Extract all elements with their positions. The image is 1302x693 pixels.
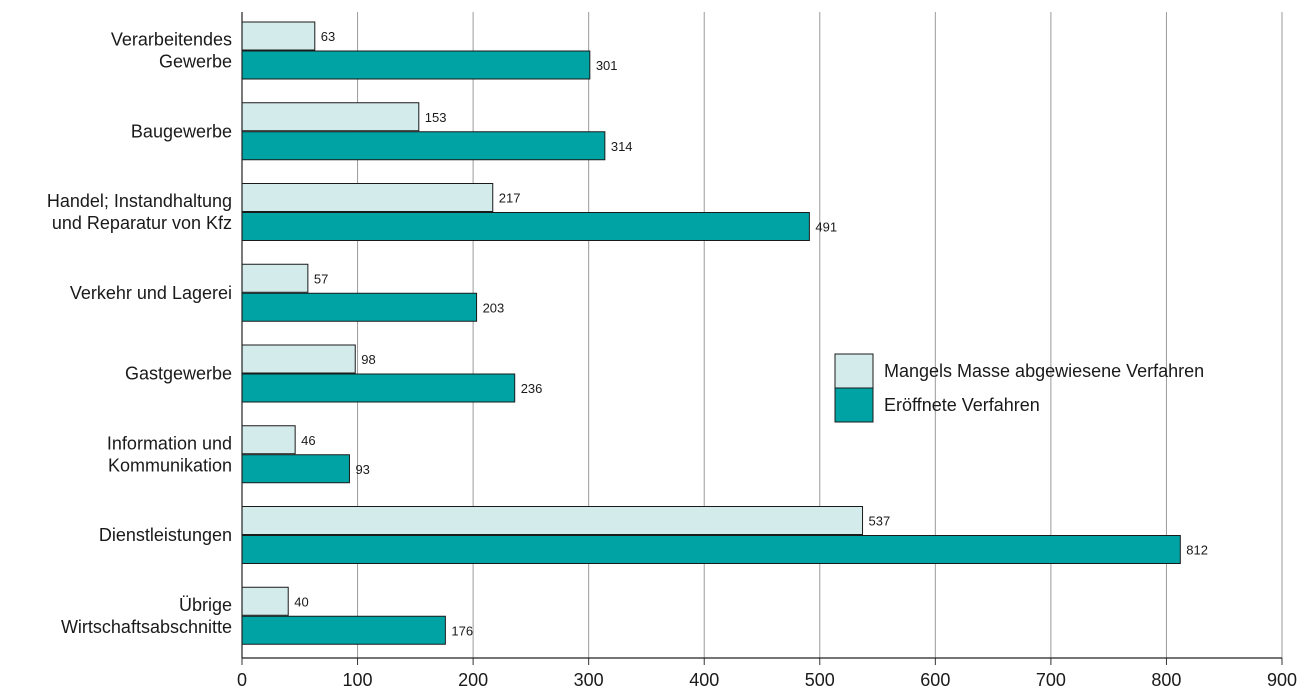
- category-label: Handel; Instandhaltung: [47, 191, 232, 211]
- data-label: 812: [1186, 543, 1208, 558]
- x-tick-label: 600: [920, 670, 950, 690]
- data-label: 46: [301, 433, 315, 448]
- category-label: Wirtschaftsabschnitte: [61, 617, 232, 637]
- data-label: 93: [355, 462, 369, 477]
- bar-eroeffnet: [241, 292, 478, 322]
- data-label: 203: [483, 300, 505, 315]
- category-label: Verarbeitendes: [111, 30, 232, 50]
- data-label: 236: [521, 381, 543, 396]
- category-label: Baugewerbe: [131, 121, 232, 141]
- bar-eroeffnet: [241, 50, 591, 80]
- data-label: 98: [361, 352, 375, 367]
- data-label: 217: [499, 191, 521, 206]
- bars: 63 301 153 314 217 491 57 203 98 236 46 93 537 812 40 1…: [241, 21, 1208, 645]
- gridlines: [357, 12, 1283, 658]
- x-tick-label: 200: [458, 670, 488, 690]
- data-label: 57: [314, 271, 328, 286]
- category-label: Dienstleistungen: [99, 525, 232, 545]
- legend-swatch: [834, 353, 874, 389]
- bar-abgewiesen: [241, 183, 494, 212]
- bar-eroeffnet: [241, 373, 516, 403]
- legend: Mangels Masse abgewiesene Verfahren Eröff…: [834, 353, 1204, 423]
- bar-abgewiesen: [241, 344, 356, 374]
- x-tick-label: 900: [1267, 670, 1297, 690]
- data-label: 537: [869, 514, 891, 529]
- data-label: 153: [425, 110, 447, 125]
- axes: [241, 12, 1283, 665]
- x-tick-labels: 0 100 200 300 400 500 600 700 800 900: [237, 670, 1297, 690]
- category-label: Information und: [107, 433, 232, 453]
- data-label: 491: [815, 220, 837, 235]
- category-label: Gastgewerbe: [125, 364, 232, 384]
- x-tick-label: 400: [689, 670, 719, 690]
- data-label: 63: [321, 29, 335, 44]
- x-tick-label: 700: [1036, 670, 1066, 690]
- data-label: 314: [611, 139, 633, 154]
- bar-eroeffnet: [241, 131, 606, 161]
- category-label: Verkehr und Lagerei: [70, 283, 232, 303]
- category-label: Übrige: [179, 595, 232, 615]
- x-tick-label: 500: [805, 670, 835, 690]
- category-label: und Reparatur von Kfz: [52, 213, 232, 233]
- bar-abgewiesen: [241, 425, 296, 455]
- bar-abgewiesen: [241, 263, 309, 293]
- data-label: 176: [451, 623, 473, 638]
- bar-eroeffnet: [241, 454, 350, 484]
- x-tick-label: 300: [574, 670, 604, 690]
- legend-swatch: [834, 387, 874, 423]
- x-tick-label: 0: [237, 670, 247, 690]
- data-label: 40: [294, 594, 308, 609]
- category-label: Kommunikation: [108, 455, 232, 475]
- bar-abgewiesen: [241, 506, 864, 535]
- legend-label: Eröffnete Verfahren: [884, 395, 1040, 415]
- data-label: 301: [596, 58, 618, 73]
- bar-eroeffnet: [241, 535, 1181, 564]
- category-label: Gewerbe: [159, 52, 232, 72]
- x-tick-label: 800: [1151, 670, 1181, 690]
- bar-abgewiesen: [241, 102, 420, 132]
- bar-eroeffnet: [241, 615, 446, 645]
- legend-label: Mangels Masse abgewiesene Verfahren: [884, 361, 1204, 381]
- x-tick-label: 100: [343, 670, 373, 690]
- bar-eroeffnet: [241, 212, 810, 241]
- bar-abgewiesen: [241, 21, 316, 51]
- bar-abgewiesen: [241, 586, 289, 616]
